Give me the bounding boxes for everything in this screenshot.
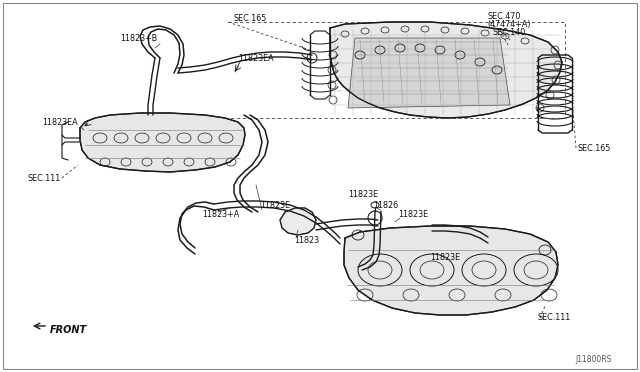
- Text: 11823+A: 11823+A: [202, 209, 239, 218]
- Text: 11826: 11826: [373, 201, 398, 209]
- Polygon shape: [348, 38, 510, 108]
- Text: SEC.470: SEC.470: [488, 12, 522, 20]
- Text: 11823E: 11823E: [430, 253, 460, 263]
- Text: J11800RS: J11800RS: [575, 356, 611, 365]
- Text: 11823E: 11823E: [398, 209, 428, 218]
- Text: SEC.111: SEC.111: [27, 173, 60, 183]
- Text: 11823EA: 11823EA: [42, 118, 77, 126]
- Text: SEC.140: SEC.140: [493, 28, 526, 36]
- Text: (47474+A): (47474+A): [487, 19, 531, 29]
- Text: SEC.111: SEC.111: [538, 314, 572, 323]
- Text: 11823E: 11823E: [260, 201, 290, 209]
- Text: SEC.165: SEC.165: [233, 13, 266, 22]
- Text: 11823E: 11823E: [348, 189, 378, 199]
- Polygon shape: [80, 113, 245, 172]
- Polygon shape: [280, 208, 316, 235]
- Text: 11823: 11823: [294, 235, 319, 244]
- Text: 11823EA: 11823EA: [238, 54, 274, 62]
- Text: SEC.165: SEC.165: [578, 144, 611, 153]
- Polygon shape: [330, 22, 562, 118]
- Polygon shape: [344, 226, 558, 315]
- Text: 11823+B: 11823+B: [120, 33, 157, 42]
- Text: FRONT: FRONT: [50, 325, 87, 335]
